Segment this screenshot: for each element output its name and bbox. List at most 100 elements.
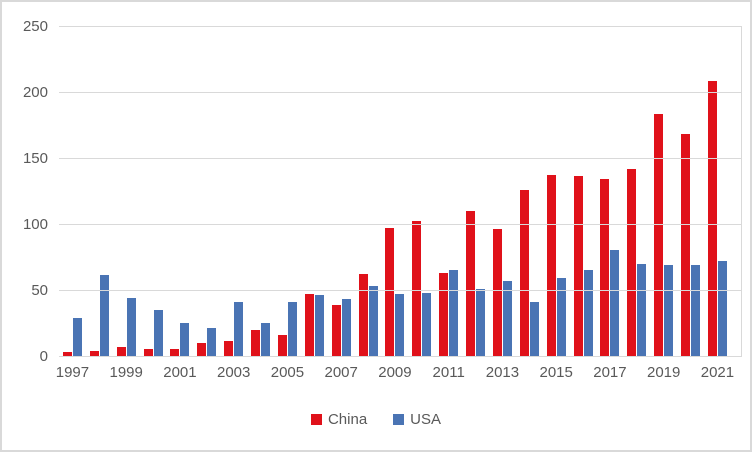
year-group-2011: 2011 [433,26,465,380]
usa-bar [99,275,109,356]
usa-bar [637,263,647,356]
usa-bar [717,260,727,356]
year-group-2002 [193,26,220,356]
x-axis-tick-label: 2019 [647,364,681,381]
china-bar [600,179,610,356]
china-bar [439,272,449,356]
usa-bar [529,301,539,356]
gridline-0 [59,355,742,357]
year-group-2018 [623,26,650,356]
x-axis-tick-label: 2005 [270,364,305,381]
x-axis-tick-label: 2007 [324,364,358,381]
y-axis-tick-label: 200 [22,83,48,101]
year-group-2017: 2017 [593,26,627,380]
china-legend-label: China [327,411,368,428]
year-group-2008 [355,26,382,356]
x-axis-tick-label: 2021 [700,364,735,381]
gridline-150 [59,157,742,159]
usa-bar [422,292,432,356]
legend-item-china: China [310,411,368,428]
gridline-100 [59,223,742,225]
usa-bar [502,280,512,356]
x-axis-tick-label: 1997 [55,364,90,381]
year-group-1997: 1997 [56,26,89,380]
usa-bar [126,297,136,356]
x-axis-tick-label: 1999 [109,364,143,381]
y-axis-tick-label: 0 [39,347,48,365]
gridline-200 [59,91,742,93]
gridline-50 [59,289,742,291]
china-bar [546,175,556,356]
china-bar [251,329,261,356]
year-group-2012 [462,26,489,356]
bars-row: 1997 1999 2001 2003 2005 2007 2009 2011 2013 2015… [56,26,734,380]
year-group-2009: 2009 [378,26,412,380]
y-axis-tick-label: 100 [22,215,48,233]
usa-bar [691,264,701,356]
usa-bar [556,278,566,356]
x-axis-tick-label: 2003 [217,364,251,381]
y-axis-tick-label: 50 [31,281,48,299]
china-bar [707,81,717,356]
year-group-2021: 2021 [701,26,734,380]
china-bar [143,349,153,356]
usa-bar [610,250,620,356]
usa-bar [395,293,405,356]
year-group-2005: 2005 [271,26,304,380]
usa-bar [664,264,674,356]
x-axis-tick-label: 2001 [163,364,197,381]
y-axis-tick-label: 150 [22,149,48,167]
usa-bar [234,301,244,356]
plot-right-border [741,26,742,356]
china-bar [170,349,180,356]
x-axis-tick-label: 2013 [485,364,520,381]
china-bar [412,221,422,356]
china-bar [358,274,368,356]
usa-bar [72,317,82,356]
y-axis-tick-label: 250 [22,17,48,35]
china-bar [519,189,529,356]
x-axis-tick-label: 2011 [432,364,465,381]
china-bar [492,229,502,356]
usa-bar [180,323,190,356]
legend: China USA [2,412,750,427]
x-axis-tick-label: 2009 [378,364,412,381]
usa-bar [314,295,324,356]
china-bar [331,304,341,356]
year-group-2014 [516,26,543,356]
gridline-250 [59,25,742,27]
year-group-2013: 2013 [486,26,519,380]
china-bar [654,114,664,356]
china-bar [627,168,637,356]
year-group-1998 [86,26,113,356]
china-bar [385,227,395,356]
year-group-2010 [408,26,435,356]
china-bar [224,341,234,356]
usa-bar [341,299,351,356]
china-bar [197,342,207,356]
china-legend-swatch [310,414,322,425]
year-group-2001: 2001 [163,26,197,380]
x-axis-tick-label: 2015 [539,364,573,381]
year-group-2007: 2007 [325,26,358,380]
year-group-2003: 2003 [217,26,250,380]
china-bar [573,176,583,356]
usa-bar [583,270,593,356]
plot-area: 1997 1999 2001 2003 2005 2007 2009 2011 2013 2015… [56,25,742,380]
x-axis-tick-label: 2017 [593,364,627,381]
year-group-2000 [140,26,167,356]
china-bar [681,134,691,356]
year-group-2004 [247,26,274,356]
usa-bar [368,286,378,356]
usa-bar [449,270,459,356]
usa-bar [207,328,217,356]
year-group-1999: 1999 [110,26,143,380]
china-bar [466,210,476,356]
year-group-2019: 2019 [647,26,680,380]
china-bar [116,346,126,356]
china-bar [62,352,72,356]
usa-bar [287,301,297,356]
usa-legend-swatch [393,414,405,425]
china-bar [277,334,287,356]
